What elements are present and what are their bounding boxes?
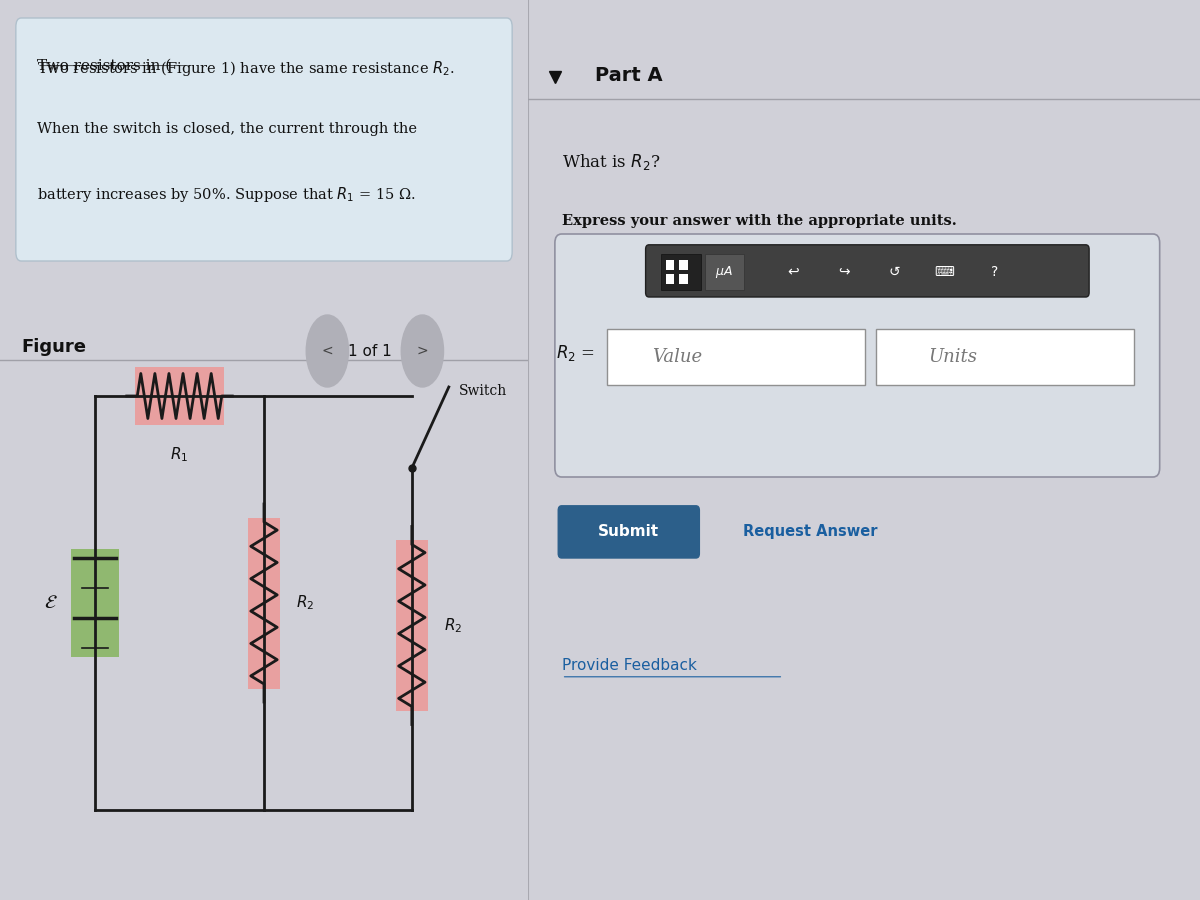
Text: Request Answer: Request Answer bbox=[743, 525, 877, 539]
FancyBboxPatch shape bbox=[607, 329, 865, 385]
Text: When the switch is closed, the current through the: When the switch is closed, the current t… bbox=[37, 122, 416, 136]
Text: $R_2$: $R_2$ bbox=[295, 594, 314, 612]
Text: Two resistors in (Figure 1) have the same resistance: Two resistors in (Figure 1) have the sam… bbox=[37, 58, 449, 73]
Text: Switch: Switch bbox=[460, 384, 508, 399]
Text: ⌨: ⌨ bbox=[935, 265, 955, 279]
Circle shape bbox=[401, 315, 444, 387]
Bar bbox=[396, 540, 427, 711]
Text: Figure: Figure bbox=[22, 338, 86, 356]
Text: 1 of 1: 1 of 1 bbox=[348, 344, 391, 358]
Text: battery increases by 50%. Suppose that $R_1$ = 15 Ω.: battery increases by 50%. Suppose that $… bbox=[37, 184, 416, 203]
Bar bbox=[666, 274, 674, 284]
Text: Express your answer with the appropriate units.: Express your answer with the appropriate… bbox=[562, 213, 956, 228]
Text: ↪: ↪ bbox=[838, 265, 850, 279]
FancyBboxPatch shape bbox=[876, 329, 1134, 385]
Text: $R_2$: $R_2$ bbox=[444, 616, 462, 634]
Bar bbox=[248, 518, 280, 688]
Text: Two resistors in (: Two resistors in ( bbox=[37, 58, 172, 73]
Bar bbox=[134, 367, 224, 425]
Text: $R_1$: $R_1$ bbox=[170, 446, 188, 464]
Text: Provide Feedback: Provide Feedback bbox=[562, 659, 696, 673]
FancyBboxPatch shape bbox=[704, 254, 744, 290]
Text: Value: Value bbox=[653, 348, 702, 366]
Text: <: < bbox=[322, 344, 334, 358]
Bar bbox=[679, 274, 688, 284]
Text: Submit: Submit bbox=[599, 525, 659, 539]
FancyBboxPatch shape bbox=[646, 245, 1090, 297]
FancyBboxPatch shape bbox=[558, 506, 700, 558]
Text: Units: Units bbox=[928, 348, 977, 366]
Text: ?: ? bbox=[991, 265, 998, 279]
Bar bbox=[666, 260, 674, 270]
Text: ↺: ↺ bbox=[888, 265, 900, 279]
Bar bbox=[679, 260, 688, 270]
Text: >: > bbox=[416, 344, 428, 358]
FancyBboxPatch shape bbox=[16, 18, 512, 261]
Text: What is $R_2$?: What is $R_2$? bbox=[562, 152, 660, 172]
Text: ↩: ↩ bbox=[787, 265, 799, 279]
Text: $\mu A$: $\mu A$ bbox=[715, 264, 733, 280]
FancyBboxPatch shape bbox=[554, 234, 1159, 477]
Text: $\mathcal{E}$: $\mathcal{E}$ bbox=[44, 594, 58, 612]
Bar bbox=[71, 549, 119, 657]
Text: Part A: Part A bbox=[595, 66, 662, 86]
Text: Two resistors in (Figure 1) have the same resistance $R_2$.: Two resistors in (Figure 1) have the sam… bbox=[37, 58, 455, 77]
FancyBboxPatch shape bbox=[661, 254, 701, 290]
Text: $R_2$ =: $R_2$ = bbox=[557, 343, 595, 363]
Circle shape bbox=[306, 315, 348, 387]
